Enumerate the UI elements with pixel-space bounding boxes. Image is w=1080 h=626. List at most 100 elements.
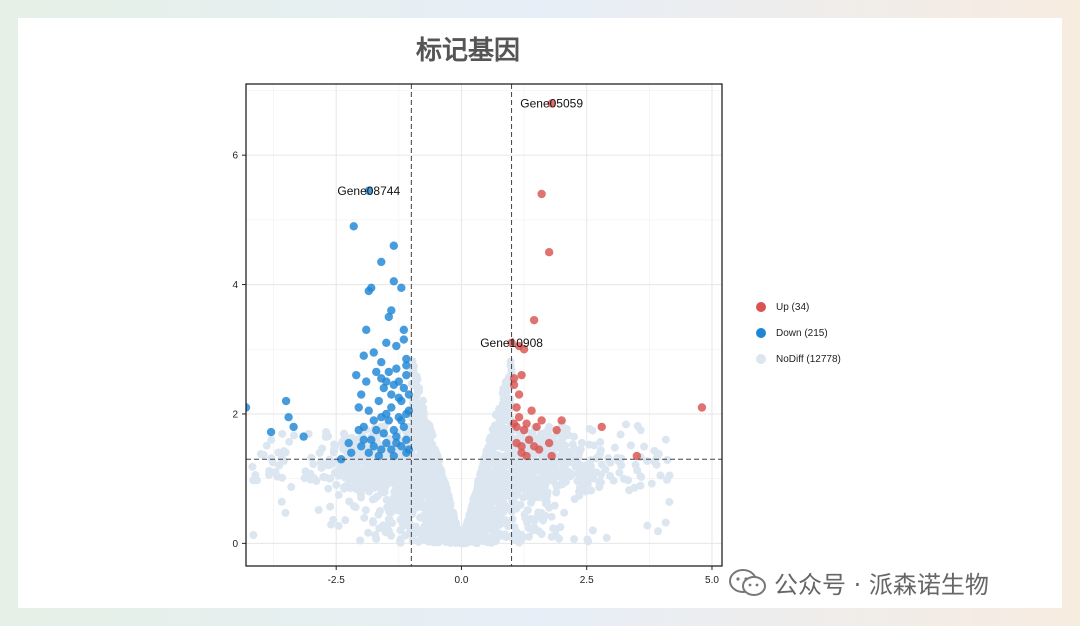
- nodiff-point: [537, 508, 546, 517]
- up-point: [522, 419, 531, 428]
- down-point: [284, 412, 293, 422]
- watermark: 公众号 · 派森诺生物: [728, 565, 989, 600]
- nodiff-point: [555, 534, 564, 543]
- nodiff-point: [383, 503, 392, 512]
- legend-swatch: [756, 302, 766, 312]
- nodiff-point: [326, 474, 335, 483]
- nodiff-point: [640, 442, 649, 451]
- nodiff-point: [451, 529, 460, 538]
- nodiff-point: [425, 437, 434, 446]
- up-point: [534, 445, 544, 454]
- nodiff-point: [434, 465, 443, 474]
- nodiff-point: [665, 497, 674, 506]
- up-point: [519, 345, 529, 354]
- down-point: [364, 286, 373, 296]
- nodiff-point: [410, 470, 419, 479]
- nodiff-point: [473, 506, 482, 515]
- y-tick-label: 4: [232, 280, 238, 291]
- nodiff-point: [557, 445, 566, 454]
- legend-item: NoDiff (12778): [756, 346, 841, 372]
- nodiff-point: [446, 514, 455, 523]
- nodiff-point: [588, 526, 597, 535]
- nodiff-point: [507, 365, 516, 374]
- nodiff-point: [643, 521, 652, 530]
- nodiff-point: [381, 528, 390, 537]
- nodiff-point: [517, 535, 526, 544]
- nodiff-point: [279, 447, 288, 456]
- down-point: [374, 451, 383, 461]
- nodiff-point: [262, 441, 271, 450]
- down-point: [402, 448, 411, 457]
- nodiff-point: [389, 493, 398, 502]
- legend-item: Down (215): [756, 320, 841, 346]
- nodiff-point: [306, 475, 315, 484]
- nodiff-point: [483, 491, 492, 500]
- nodiff-point: [524, 532, 533, 541]
- down-point: [337, 455, 346, 464]
- x-tick-label: -2.5: [328, 575, 346, 586]
- down-point: [402, 354, 411, 364]
- nodiff-point: [393, 457, 402, 466]
- nodiff-point: [278, 429, 287, 438]
- nodiff-point: [616, 430, 625, 439]
- down-point: [399, 383, 409, 393]
- down-point: [344, 438, 353, 448]
- up-point: [547, 99, 556, 108]
- nodiff-point: [621, 420, 630, 429]
- nodiff-point: [617, 454, 626, 463]
- up-point: [514, 390, 524, 399]
- down-point: [362, 325, 371, 335]
- down-point: [394, 377, 404, 386]
- nodiff-point: [656, 471, 665, 480]
- nodiff-point: [470, 521, 479, 530]
- down-point: [369, 416, 378, 425]
- up-point: [512, 438, 521, 448]
- nodiff-point: [541, 487, 550, 496]
- nodiff-point: [630, 483, 639, 492]
- nodiff-point: [401, 531, 410, 540]
- nodiff-point: [442, 505, 451, 514]
- nodiff-point: [411, 415, 420, 424]
- nodiff-point: [326, 502, 335, 511]
- up-point: [512, 422, 521, 432]
- down-point: [389, 241, 399, 250]
- nodiff-point: [277, 497, 286, 506]
- down-point: [281, 396, 291, 406]
- up-point: [524, 435, 534, 445]
- nodiff-point: [403, 512, 412, 521]
- nodiff-point: [665, 471, 674, 480]
- down-point: [402, 370, 411, 380]
- nodiff-point: [508, 515, 517, 524]
- down-point: [402, 361, 411, 370]
- nodiff-point: [368, 495, 377, 504]
- nodiff-point: [423, 536, 432, 545]
- nodiff-point: [497, 493, 506, 502]
- nodiff-point: [477, 469, 486, 478]
- nodiff-point: [587, 486, 596, 495]
- nodiff-point: [596, 449, 605, 458]
- nodiff-point: [427, 474, 436, 483]
- down-point: [359, 435, 368, 445]
- down-point: [377, 445, 386, 454]
- down-point: [357, 390, 366, 399]
- down-point: [364, 406, 373, 415]
- nodiff-point: [540, 451, 549, 460]
- nodiff-point: [356, 536, 365, 545]
- nodiff-point: [401, 491, 410, 500]
- nodiff-point: [536, 462, 545, 471]
- nodiff-point: [565, 458, 574, 467]
- nodiff-point: [570, 535, 579, 544]
- nodiff-point: [433, 451, 442, 460]
- nodiff-point: [334, 490, 343, 499]
- nodiff-point: [530, 523, 539, 532]
- nodiff-point: [334, 522, 343, 531]
- nodiff-point: [430, 495, 439, 504]
- down-point: [349, 222, 358, 231]
- up-point: [514, 412, 524, 422]
- up-points: [507, 99, 707, 461]
- down-point: [379, 383, 388, 393]
- nodiff-point: [633, 422, 642, 431]
- nodiff-point: [474, 478, 483, 487]
- nodiff-point: [306, 469, 315, 478]
